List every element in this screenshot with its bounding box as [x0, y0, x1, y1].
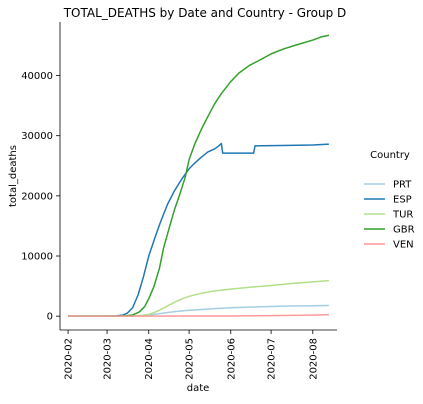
series-line-ven: [68, 313, 329, 317]
legend-title: Country: [370, 150, 410, 161]
x-tick-label: 2020-02: [64, 338, 75, 380]
x-tick-label: 2020-03: [103, 338, 114, 380]
chart-title: TOTAL_DEATHS by Date and Country - Group…: [63, 6, 347, 20]
legend-label-ven: VEN: [393, 240, 414, 251]
y-tick-label: 0: [47, 312, 53, 323]
y-tick-label: 30000: [21, 131, 53, 142]
legend-label-tur: TUR: [392, 210, 413, 221]
y-axis-label: total_deaths: [8, 145, 19, 207]
x-tick-label: 2020-05: [185, 338, 196, 380]
series-line-tur: [68, 279, 329, 317]
x-tick-label: 2020-07: [267, 338, 278, 380]
y-tick-label: 20000: [21, 191, 53, 202]
series-line-gbr: [68, 34, 330, 317]
x-tick-label: 2020-06: [226, 338, 237, 380]
axes: [59, 22, 337, 331]
legend-items: PRT ESP TUR GBR VEN: [364, 180, 415, 251]
legend-label-esp: ESP: [393, 195, 412, 206]
y-tick-label: 40000: [21, 71, 53, 82]
legend-label-gbr: GBR: [393, 225, 415, 236]
y-tick-label: 10000: [21, 252, 53, 263]
x-axis-label: date: [187, 383, 210, 394]
series-lines: [68, 34, 330, 317]
series-line-prt: [68, 304, 329, 317]
series-line-esp: [68, 142, 329, 317]
x-tick-label: 2020-08: [308, 338, 319, 380]
legend-label-prt: PRT: [393, 180, 412, 191]
y-ticks: 0 10000 20000 30000 40000: [21, 71, 60, 323]
x-ticks: 2020-02 2020-03 2020-04 2020-05 2020-06 2020-…: [64, 330, 319, 380]
legend: Country PRT ESP TUR GBR VEN: [364, 150, 415, 251]
x-tick-label: 2020-04: [144, 338, 155, 380]
